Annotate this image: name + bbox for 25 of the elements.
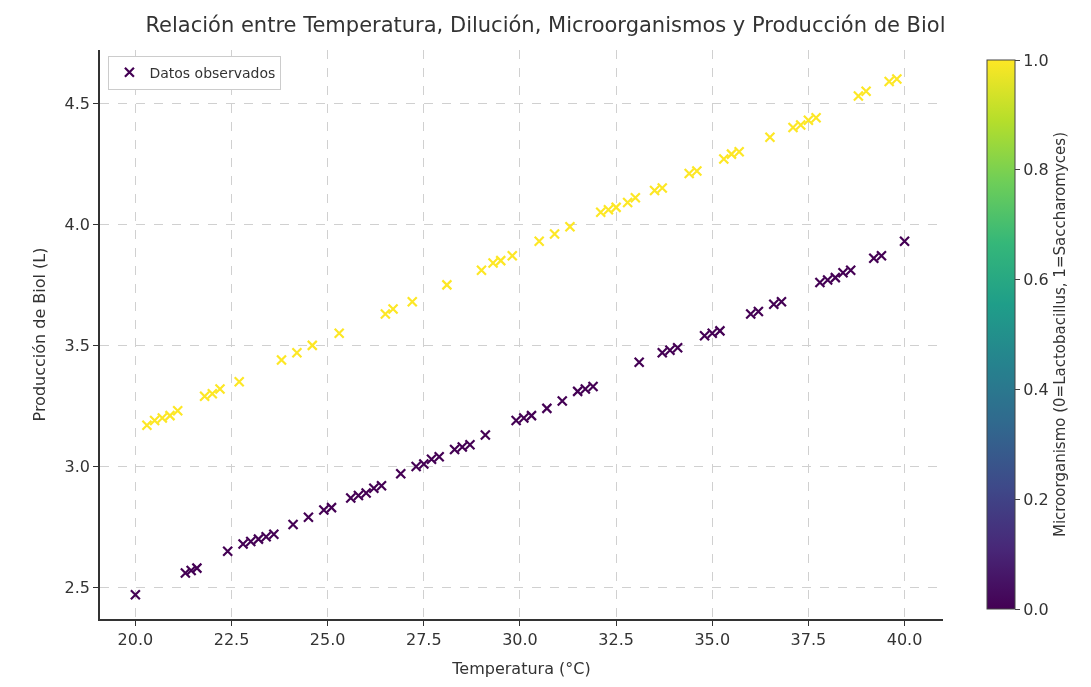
- y-tick-label: 3.0: [64, 457, 91, 477]
- color-bar-label: 0.2: [1023, 489, 1049, 509]
- x-tick-label: 25.0: [309, 629, 346, 649]
- x-tick-label: 32.5: [598, 629, 634, 649]
- x-tick-label: 40.0: [886, 629, 923, 649]
- y-tick-label: 3.5: [64, 336, 91, 355]
- y-tick-label: 2.5: [64, 578, 91, 598]
- y-tick-label: 4.0: [64, 214, 91, 234]
- chart-title: Relación entre Temperatura, Dilución, Microorganismos y Producción de Biol: [145, 12, 946, 37]
- color-bar-label: 0.8: [1023, 160, 1049, 180]
- color-bar-label: 0.4: [1023, 380, 1049, 399]
- x-tick-label: 27.5: [406, 629, 442, 649]
- color-bar-title: Microorganismo (0=Lactobacillus, 1=Saccharomyces): [1050, 131, 1069, 538]
- legend-label: Datos observados: [149, 64, 276, 81]
- color-bar-label: 0.0: [1023, 599, 1049, 619]
- x-axis-title: Temperatura (°C): [451, 659, 591, 679]
- y-tick-label: 4.5: [64, 93, 91, 113]
- x-tick-label: 30.0: [502, 629, 538, 649]
- x-tick-label: 37.5: [790, 629, 827, 649]
- y-axis-title: Producción de Biol (L): [30, 247, 49, 422]
- color-bar-label: 0.6: [1023, 270, 1049, 290]
- color-bar-label: 1.0: [1023, 50, 1049, 70]
- x-tick-label: 20.0: [117, 629, 154, 649]
- x-tick-label: 22.5: [213, 629, 250, 649]
- x-tick-label: 35.0: [694, 629, 731, 649]
